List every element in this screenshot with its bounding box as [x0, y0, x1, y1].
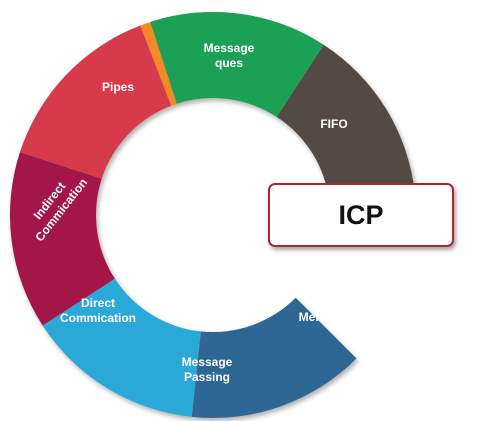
label-sharred-memmory: Sharred Memmory — [299, 295, 356, 324]
label-line: Message — [182, 355, 233, 369]
label-line: Sharred — [304, 295, 349, 309]
label-line: FIFO — [320, 117, 347, 131]
segment-direct-commication — [9, 152, 115, 326]
segment-ring — [9, 11, 415, 419]
label-line: ques — [215, 56, 243, 70]
label-message-passing: Message Passing — [182, 355, 233, 384]
label-line: Commication — [60, 311, 136, 325]
label-pipes: Pipes — [102, 80, 134, 94]
segment-message-ques — [150, 11, 324, 117]
segment-fifo — [276, 44, 415, 203]
label-direct-commication: Direct Commication — [60, 296, 136, 325]
icp-center-box: ICP — [268, 183, 454, 247]
label-line: Direct — [81, 296, 115, 310]
segment-sharred-memmory — [191, 297, 357, 419]
icp-title: ICP — [338, 199, 384, 230]
label-line: Memmory — [299, 310, 356, 324]
label-line: Passing — [184, 370, 230, 384]
label-line: Message — [204, 41, 255, 55]
label-line: Pipes — [102, 80, 134, 94]
segment-message-passing — [42, 278, 201, 417]
label-message-ques: Message ques — [204, 41, 255, 70]
segment-indirect-commication — [19, 25, 172, 179]
label-fifo: FIFO — [320, 117, 347, 131]
